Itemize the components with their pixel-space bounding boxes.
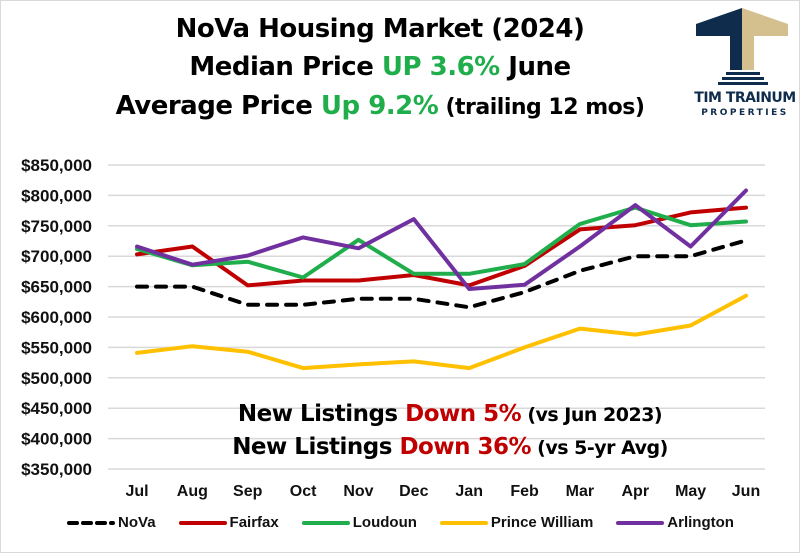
x-tick-label: Mar xyxy=(566,483,594,500)
x-tick-label: Jun xyxy=(732,483,760,500)
y-tick-label: $600,000 xyxy=(21,308,92,327)
y-tick-label: $750,000 xyxy=(21,217,92,236)
legend-item-prince-william: Prince William xyxy=(439,514,593,531)
legend-label: NoVa xyxy=(118,514,156,531)
legend-label: Prince William xyxy=(490,514,594,531)
y-tick-label: $450,000 xyxy=(21,399,92,418)
legend-swatch xyxy=(67,520,116,525)
x-tick-label: Nov xyxy=(343,483,373,500)
x-tick-label: Dec xyxy=(399,483,428,500)
chart-title: NoVa Housing Market (2024) xyxy=(175,14,585,44)
y-tick-label: $400,000 xyxy=(21,430,92,449)
legend-item-nova: NoVa xyxy=(66,514,156,531)
line-chart: $850,000 $800,000 $750,000 $700,000 $650,000… xyxy=(21,156,765,500)
y-axis: $850,000 $800,000 $750,000 $700,000 $650,000… xyxy=(21,156,92,479)
annotation-change: Down 5% xyxy=(405,401,522,427)
y-tick-label: $500,000 xyxy=(21,369,92,388)
series-line-arlington xyxy=(135,188,748,291)
x-tick-label: Apr xyxy=(621,483,649,500)
annotation-change: Down 36% xyxy=(399,434,532,460)
legend-swatch xyxy=(301,520,350,525)
legend-swatch xyxy=(616,520,665,525)
series-line-prince-william xyxy=(135,293,748,371)
legend-label: Arlington xyxy=(667,514,734,531)
y-tick-label: $850,000 xyxy=(21,156,92,175)
average-period: (trailing 12 mos) xyxy=(438,95,645,120)
legend-label: Fairfax xyxy=(229,514,279,531)
x-axis: Jul Aug Sep Oct Nov Dec Jan Feb Mar Apr May Jun xyxy=(125,483,760,500)
y-tick-label: $650,000 xyxy=(21,278,92,297)
median-period: June xyxy=(499,52,571,82)
legend-swatch xyxy=(439,520,488,525)
logo-name: TIM TRAINUM xyxy=(694,90,796,106)
logo-pillar-icon xyxy=(696,8,788,85)
legend-item-loudoun: Loudoun xyxy=(301,514,417,531)
x-tick-label: Jul xyxy=(125,483,148,500)
average-label: Average Price xyxy=(115,91,321,121)
x-tick-label: Aug xyxy=(177,483,208,500)
annotation-comparison: (vs 5-yr Avg) xyxy=(531,437,668,459)
legend-item-arlington: Arlington xyxy=(615,514,734,531)
annotation-listings-yoy: New Listings Down 5% (vs Jun 2023) xyxy=(170,401,730,427)
x-tick-label: May xyxy=(675,483,706,500)
median-change: UP 3.6% xyxy=(381,52,500,82)
annotation-listings-5yr: New Listings Down 36% (vs 5-yr Avg) xyxy=(170,434,730,460)
legend-swatch xyxy=(178,520,227,525)
annotation-label: New Listings xyxy=(232,434,400,460)
series-line-fairfax xyxy=(135,205,748,288)
annotation-label: New Listings xyxy=(237,401,406,427)
series-lines xyxy=(135,188,748,371)
average-change: Up 9.2% xyxy=(320,91,439,121)
x-tick-label: Feb xyxy=(510,483,539,500)
chart-subtitle-average: Average Price Up 9.2% (trailing 12 mos) xyxy=(100,91,660,121)
median-label: Median Price xyxy=(189,52,382,82)
annotation-comparison: (vs Jun 2023) xyxy=(521,404,663,426)
x-tick-label: Oct xyxy=(290,483,317,500)
series-line-nova xyxy=(135,238,748,310)
company-logo: TIM TRAINUM PROPERTIES xyxy=(690,6,800,126)
y-tick-label: $550,000 xyxy=(21,338,92,357)
logo-subtitle: PROPERTIES xyxy=(701,108,789,118)
y-tick-label: $700,000 xyxy=(21,247,92,266)
x-tick-label: Jan xyxy=(455,483,483,500)
x-tick-label: Sep xyxy=(233,483,263,500)
y-tick-label: $350,000 xyxy=(21,460,92,479)
chart-subtitle-median: Median Price UP 3.6% June xyxy=(100,52,660,82)
legend-item-fairfax: Fairfax xyxy=(178,514,279,531)
legend-label: Loudoun xyxy=(352,514,417,531)
chart-legend: NoVa Fairfax Loudoun Prince William Arlingto… xyxy=(0,514,800,531)
y-tick-label: $800,000 xyxy=(21,186,92,205)
